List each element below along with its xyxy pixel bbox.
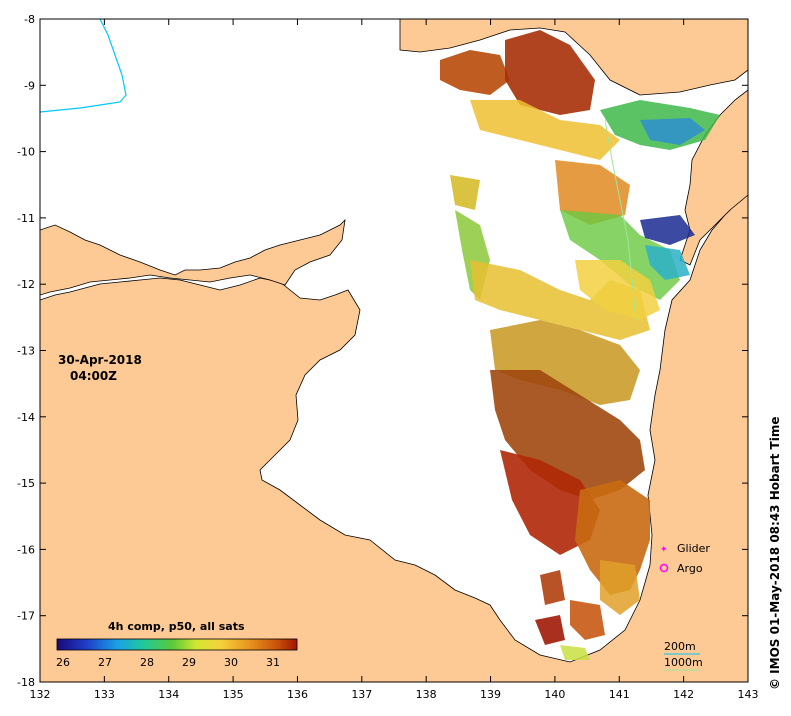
y-tick-label: -9 (24, 79, 35, 92)
x-tick-label: 143 (738, 688, 759, 701)
glider-marker-icon: ✦ (660, 545, 668, 555)
legend-argo: Argo (677, 562, 703, 575)
colorbar: 4h comp, p50, all sats 26 27 28 29 30 31 (56, 620, 298, 669)
x-axis: 132 133 134 135 136 137 138 139 140 141 142 143 (30, 19, 759, 701)
land-top-end (40, 218, 346, 296)
legend-glider: Glider (677, 542, 710, 555)
isobath-1000m (604, 119, 637, 321)
colorbar-title: 4h comp, p50, all sats (108, 620, 245, 633)
y-tick-label: -13 (17, 345, 35, 358)
y-tick-label: -17 (17, 610, 35, 623)
land-northern-territory (40, 184, 748, 682)
platform-legend: ✦ Glider Argo (659, 542, 710, 575)
isobath-legend: 200m 1000m (664, 640, 703, 671)
time-label: 04:00Z (70, 369, 117, 383)
colorbar-tick-label: 27 (98, 656, 112, 669)
sst-data-layer (440, 30, 720, 660)
y-tick-label: -10 (17, 146, 35, 159)
x-tick-label: 140 (544, 688, 565, 701)
y-tick-label: -16 (17, 543, 35, 556)
x-tick-label: 137 (351, 688, 372, 701)
y-tick-label: -12 (17, 278, 35, 291)
colorbar-gradient (56, 638, 298, 651)
x-tick-label: 133 (94, 688, 115, 701)
date-label: 30-Apr-2018 (58, 353, 142, 367)
y-axis: -8 -9 -10 -11 -12 -13 -14 -15 -16 -17 -18 (17, 13, 748, 689)
x-tick-label: 132 (30, 688, 51, 701)
isobath-200m (40, 19, 127, 113)
x-tick-label: 142 (673, 688, 694, 701)
y-tick-label: -18 (17, 676, 35, 689)
x-tick-label: 134 (158, 688, 179, 701)
x-tick-label: 135 (223, 688, 244, 701)
y-tick-label: -8 (24, 13, 35, 26)
colorbar-tick-label: 28 (140, 656, 154, 669)
legend-200m: 200m (664, 640, 696, 653)
x-tick-label: 138 (416, 688, 437, 701)
colorbar-ticks: 26 27 28 29 30 31 (56, 656, 280, 669)
y-tick-label: -15 (17, 477, 35, 490)
x-tick-label: 141 (609, 688, 630, 701)
land-new-guinea (399, 19, 748, 96)
y-tick-label: -11 (17, 212, 35, 225)
colorbar-tick-label: 29 (182, 656, 196, 669)
colorbar-tick-label: 26 (56, 656, 70, 669)
credit-text: © IMOS 01-May-2018 08:43 Hobart Time (768, 417, 782, 690)
y-tick-label: -14 (17, 411, 35, 424)
x-tick-label: 139 (480, 688, 501, 701)
x-tick-label: 136 (287, 688, 308, 701)
colorbar-tick-label: 31 (266, 656, 280, 669)
argo-marker-icon (659, 563, 669, 573)
colorbar-tick-label: 30 (224, 656, 238, 669)
legend-1000m: 1000m (664, 656, 703, 669)
